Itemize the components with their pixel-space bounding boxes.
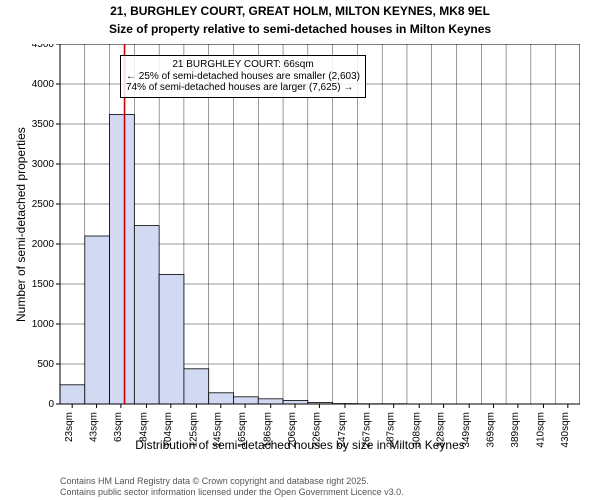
histogram-bar: [184, 369, 209, 404]
svg-text:4000: 4000: [32, 79, 55, 90]
svg-text:267sqm: 267sqm: [361, 412, 372, 448]
annotation-title: 21 BURGHLEY COURT: 66sqm: [126, 59, 360, 71]
svg-text:125sqm: 125sqm: [188, 412, 199, 448]
svg-text:389sqm: 389sqm: [510, 412, 521, 448]
svg-text:3500: 3500: [32, 119, 55, 130]
svg-text:0: 0: [48, 399, 54, 410]
histogram-bar: [258, 399, 283, 404]
svg-text:1000: 1000: [32, 319, 55, 330]
svg-text:328sqm: 328sqm: [436, 412, 447, 448]
svg-text:43sqm: 43sqm: [89, 412, 100, 442]
svg-text:2000: 2000: [32, 239, 55, 250]
svg-text:165sqm: 165sqm: [237, 412, 248, 448]
svg-text:186sqm: 186sqm: [263, 412, 274, 448]
svg-text:500: 500: [37, 359, 54, 370]
svg-text:104sqm: 104sqm: [163, 412, 174, 448]
footer-line-2: Contains public sector information licen…: [60, 487, 404, 497]
histogram-bar: [85, 236, 110, 404]
svg-text:63sqm: 63sqm: [113, 412, 124, 442]
svg-text:145sqm: 145sqm: [213, 412, 224, 448]
svg-text:3000: 3000: [32, 159, 55, 170]
histogram-bar: [159, 274, 184, 404]
svg-text:308sqm: 308sqm: [411, 412, 422, 448]
histogram-bar: [283, 400, 308, 404]
histogram-plot: 05001000150020002500300035004000450023sq…: [60, 44, 580, 404]
svg-text:430sqm: 430sqm: [560, 412, 571, 448]
svg-text:226sqm: 226sqm: [311, 412, 322, 448]
svg-text:206sqm: 206sqm: [287, 412, 298, 448]
histogram-bar: [233, 397, 258, 404]
histogram-bar: [134, 226, 159, 404]
annotation-larger: 74% of semi-detached houses are larger (…: [126, 82, 360, 94]
svg-text:2500: 2500: [32, 199, 55, 210]
svg-text:1500: 1500: [32, 279, 55, 290]
svg-text:349sqm: 349sqm: [461, 412, 472, 448]
svg-text:369sqm: 369sqm: [486, 412, 497, 448]
svg-text:4500: 4500: [32, 44, 55, 50]
histogram-bar: [60, 385, 85, 404]
svg-text:410sqm: 410sqm: [535, 412, 546, 448]
annotation-box: 21 BURGHLEY COURT: 66sqm ← 25% of semi-d…: [120, 55, 366, 98]
svg-text:287sqm: 287sqm: [386, 412, 397, 448]
chart-title-sub: Size of property relative to semi-detach…: [0, 22, 600, 36]
svg-text:84sqm: 84sqm: [138, 412, 149, 442]
svg-text:23sqm: 23sqm: [64, 412, 75, 442]
chart-title-main: 21, BURGHLEY COURT, GREAT HOLM, MILTON K…: [0, 4, 600, 18]
svg-text:247sqm: 247sqm: [337, 412, 348, 448]
footer-line-1: Contains HM Land Registry data © Crown c…: [60, 476, 369, 486]
histogram-bar: [110, 114, 135, 404]
histogram-bar: [209, 393, 234, 404]
annotation-smaller: ← 25% of semi-detached houses are smalle…: [126, 71, 360, 83]
